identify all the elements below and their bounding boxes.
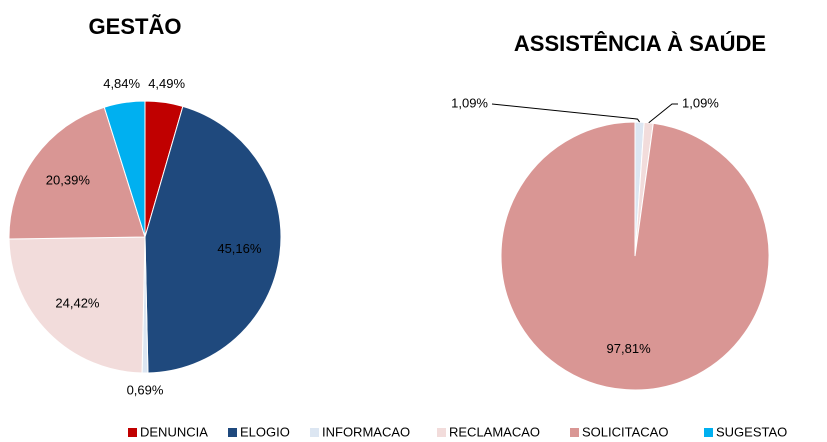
data-label: 1,09%: [451, 95, 488, 110]
legend-swatch: [704, 428, 713, 437]
legend-label: ELOGIO: [240, 424, 290, 439]
legend-swatch: [437, 428, 446, 437]
legend-label: SOLICITACAO: [582, 424, 668, 439]
legend-swatch: [128, 428, 137, 437]
pie-slice: [500, 121, 770, 391]
legend-label: SUGESTAO: [716, 424, 787, 439]
legend-label: DENUNCIA: [140, 424, 208, 439]
data-label: 24,42%: [55, 296, 100, 311]
pie-slice: [144, 105, 282, 374]
chart-title: ASSISTÊNCIA À SAÚDE: [514, 31, 766, 56]
pie-slice: [103, 100, 146, 238]
data-label: 0,69%: [127, 382, 164, 397]
data-label: 1,09%: [682, 95, 719, 110]
pie-slice: [8, 236, 146, 374]
legend-label: RECLAMACAO: [449, 424, 540, 439]
leader-line: [648, 103, 678, 124]
leader-line: [491, 103, 641, 123]
data-label: 4,49%: [148, 76, 185, 91]
chart-title: GESTÃO: [89, 14, 182, 39]
pie-slice: [8, 106, 146, 240]
data-label: 4,84%: [103, 76, 140, 91]
legend-swatch: [228, 428, 237, 437]
data-label: 20,39%: [46, 173, 91, 188]
legend-swatch: [570, 428, 579, 437]
data-label: 45,16%: [217, 241, 262, 256]
legend-label: INFORMACAO: [322, 424, 410, 439]
data-label: 97,81%: [607, 341, 652, 356]
legend-swatch: [310, 428, 319, 437]
